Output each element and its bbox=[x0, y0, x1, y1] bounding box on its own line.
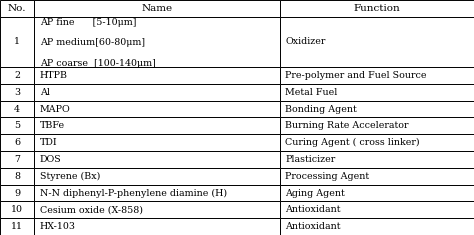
Text: Oxidizer: Oxidizer bbox=[285, 37, 326, 47]
Bar bbox=[0, 0, 34, 17]
Text: 11: 11 bbox=[11, 222, 23, 231]
Text: Bonding Agent: Bonding Agent bbox=[285, 105, 357, 114]
Bar bbox=[280, 168, 474, 185]
Bar bbox=[34, 151, 280, 168]
Bar bbox=[0, 17, 34, 67]
Text: AP medium[60-80μm]: AP medium[60-80μm] bbox=[40, 39, 145, 47]
Bar bbox=[0, 168, 34, 185]
Bar bbox=[34, 201, 280, 218]
Text: Burning Rate Accelerator: Burning Rate Accelerator bbox=[285, 121, 409, 130]
Bar bbox=[34, 134, 280, 151]
Text: N-N diphenyl-P-phenylene diamine (H): N-N diphenyl-P-phenylene diamine (H) bbox=[40, 188, 227, 198]
Text: Cesium oxide (X-858): Cesium oxide (X-858) bbox=[40, 205, 143, 214]
Bar bbox=[280, 84, 474, 101]
Text: Al: Al bbox=[40, 88, 50, 97]
Text: DOS: DOS bbox=[40, 155, 62, 164]
Text: Function: Function bbox=[354, 4, 400, 13]
Text: 8: 8 bbox=[14, 172, 20, 181]
Text: Metal Fuel: Metal Fuel bbox=[285, 88, 337, 97]
Text: Processing Agent: Processing Agent bbox=[285, 172, 369, 181]
Bar bbox=[34, 168, 280, 185]
Text: Pre-polymer and Fuel Source: Pre-polymer and Fuel Source bbox=[285, 71, 427, 80]
Bar bbox=[34, 118, 280, 134]
Text: Styrene (Bx): Styrene (Bx) bbox=[40, 172, 100, 181]
Text: Curing Agent ( cross linker): Curing Agent ( cross linker) bbox=[285, 138, 420, 147]
Bar bbox=[0, 201, 34, 218]
Bar bbox=[0, 101, 34, 118]
Text: 1: 1 bbox=[14, 37, 20, 47]
Text: Aging Agent: Aging Agent bbox=[285, 188, 345, 198]
Text: TDI: TDI bbox=[40, 138, 57, 147]
Text: Name: Name bbox=[141, 4, 173, 13]
Bar bbox=[34, 101, 280, 118]
Bar bbox=[280, 134, 474, 151]
Bar bbox=[280, 17, 474, 67]
Bar bbox=[280, 118, 474, 134]
Text: HTPB: HTPB bbox=[40, 71, 68, 80]
Bar bbox=[0, 218, 34, 235]
Text: Antioxidant: Antioxidant bbox=[285, 222, 341, 231]
Text: 3: 3 bbox=[14, 88, 20, 97]
Bar bbox=[280, 67, 474, 84]
Bar bbox=[280, 185, 474, 201]
Bar bbox=[34, 0, 280, 17]
Text: AP coarse  [100-140μm]: AP coarse [100-140μm] bbox=[40, 59, 155, 68]
Bar bbox=[280, 0, 474, 17]
Text: 10: 10 bbox=[11, 205, 23, 214]
Text: 6: 6 bbox=[14, 138, 20, 147]
Bar bbox=[0, 185, 34, 201]
Bar bbox=[280, 201, 474, 218]
Bar bbox=[280, 101, 474, 118]
Bar bbox=[280, 151, 474, 168]
Bar bbox=[280, 218, 474, 235]
Bar bbox=[0, 118, 34, 134]
Bar bbox=[0, 84, 34, 101]
Text: AP fine      [5-10μm]: AP fine [5-10μm] bbox=[40, 18, 137, 27]
Bar bbox=[0, 134, 34, 151]
Text: 2: 2 bbox=[14, 71, 20, 80]
Text: 9: 9 bbox=[14, 188, 20, 198]
Text: 7: 7 bbox=[14, 155, 20, 164]
Bar bbox=[0, 67, 34, 84]
Text: Antioxidant: Antioxidant bbox=[285, 205, 341, 214]
Bar bbox=[34, 185, 280, 201]
Bar bbox=[0, 151, 34, 168]
Text: TBFe: TBFe bbox=[40, 121, 65, 130]
Text: Plasticizer: Plasticizer bbox=[285, 155, 336, 164]
Bar bbox=[34, 218, 280, 235]
Text: 5: 5 bbox=[14, 121, 20, 130]
Bar bbox=[34, 67, 280, 84]
Bar bbox=[34, 17, 280, 67]
Text: HX-103: HX-103 bbox=[40, 222, 76, 231]
Text: MAPO: MAPO bbox=[40, 105, 71, 114]
Text: 4: 4 bbox=[14, 105, 20, 114]
Text: No.: No. bbox=[8, 4, 27, 13]
Bar bbox=[34, 84, 280, 101]
